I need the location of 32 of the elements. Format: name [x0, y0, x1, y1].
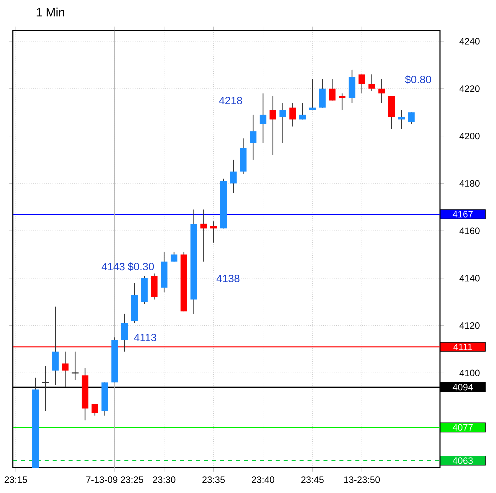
ref-line-label: 4077 [452, 424, 473, 432]
x-tick-label: 23:45 [302, 476, 324, 484]
annotation: $0.80 [405, 76, 432, 84]
ref-line-label: 4063 [452, 458, 473, 464]
annotation: 4218 [219, 97, 242, 105]
y-tick-label: 4200 [460, 133, 480, 140]
candlestick [339, 93, 346, 111]
annotation: $0.30 [128, 262, 154, 272]
ref-line-label: 4111 [454, 344, 472, 350]
x-tick-label: 23:40 [252, 476, 275, 484]
y-tick-label: 4100 [460, 370, 480, 377]
y-tick-label: 4140 [460, 275, 480, 282]
annotation: 4143 [102, 263, 125, 271]
x-tick-label: 23:35 [202, 476, 226, 484]
y-tick-label: 4220 [460, 86, 480, 92]
x-tick-label: 13-23:50 [344, 476, 380, 484]
y-tick-label: 4160 [460, 228, 480, 234]
annotation: 4113 [134, 334, 156, 342]
y-tick-label: 4180 [460, 180, 480, 188]
y-tick-label: 4120 [460, 322, 480, 330]
x-tick-label: 7-13-09 23:25 [86, 476, 144, 484]
ref-line-label: 4094 [452, 384, 474, 391]
candlestick [200, 209, 208, 262]
candlestick [378, 79, 386, 104]
chart-title: 1 Min [36, 8, 64, 17]
candlestick [71, 352, 80, 381]
ref-line-label: 4167 [452, 211, 473, 218]
y-tick-label: 4240 [460, 38, 480, 45]
x-tick-label: 23:30 [153, 476, 176, 484]
candlestick [42, 366, 50, 412]
x-tick-label: 23:15 [4, 476, 28, 484]
annotation: 4138 [216, 275, 240, 283]
